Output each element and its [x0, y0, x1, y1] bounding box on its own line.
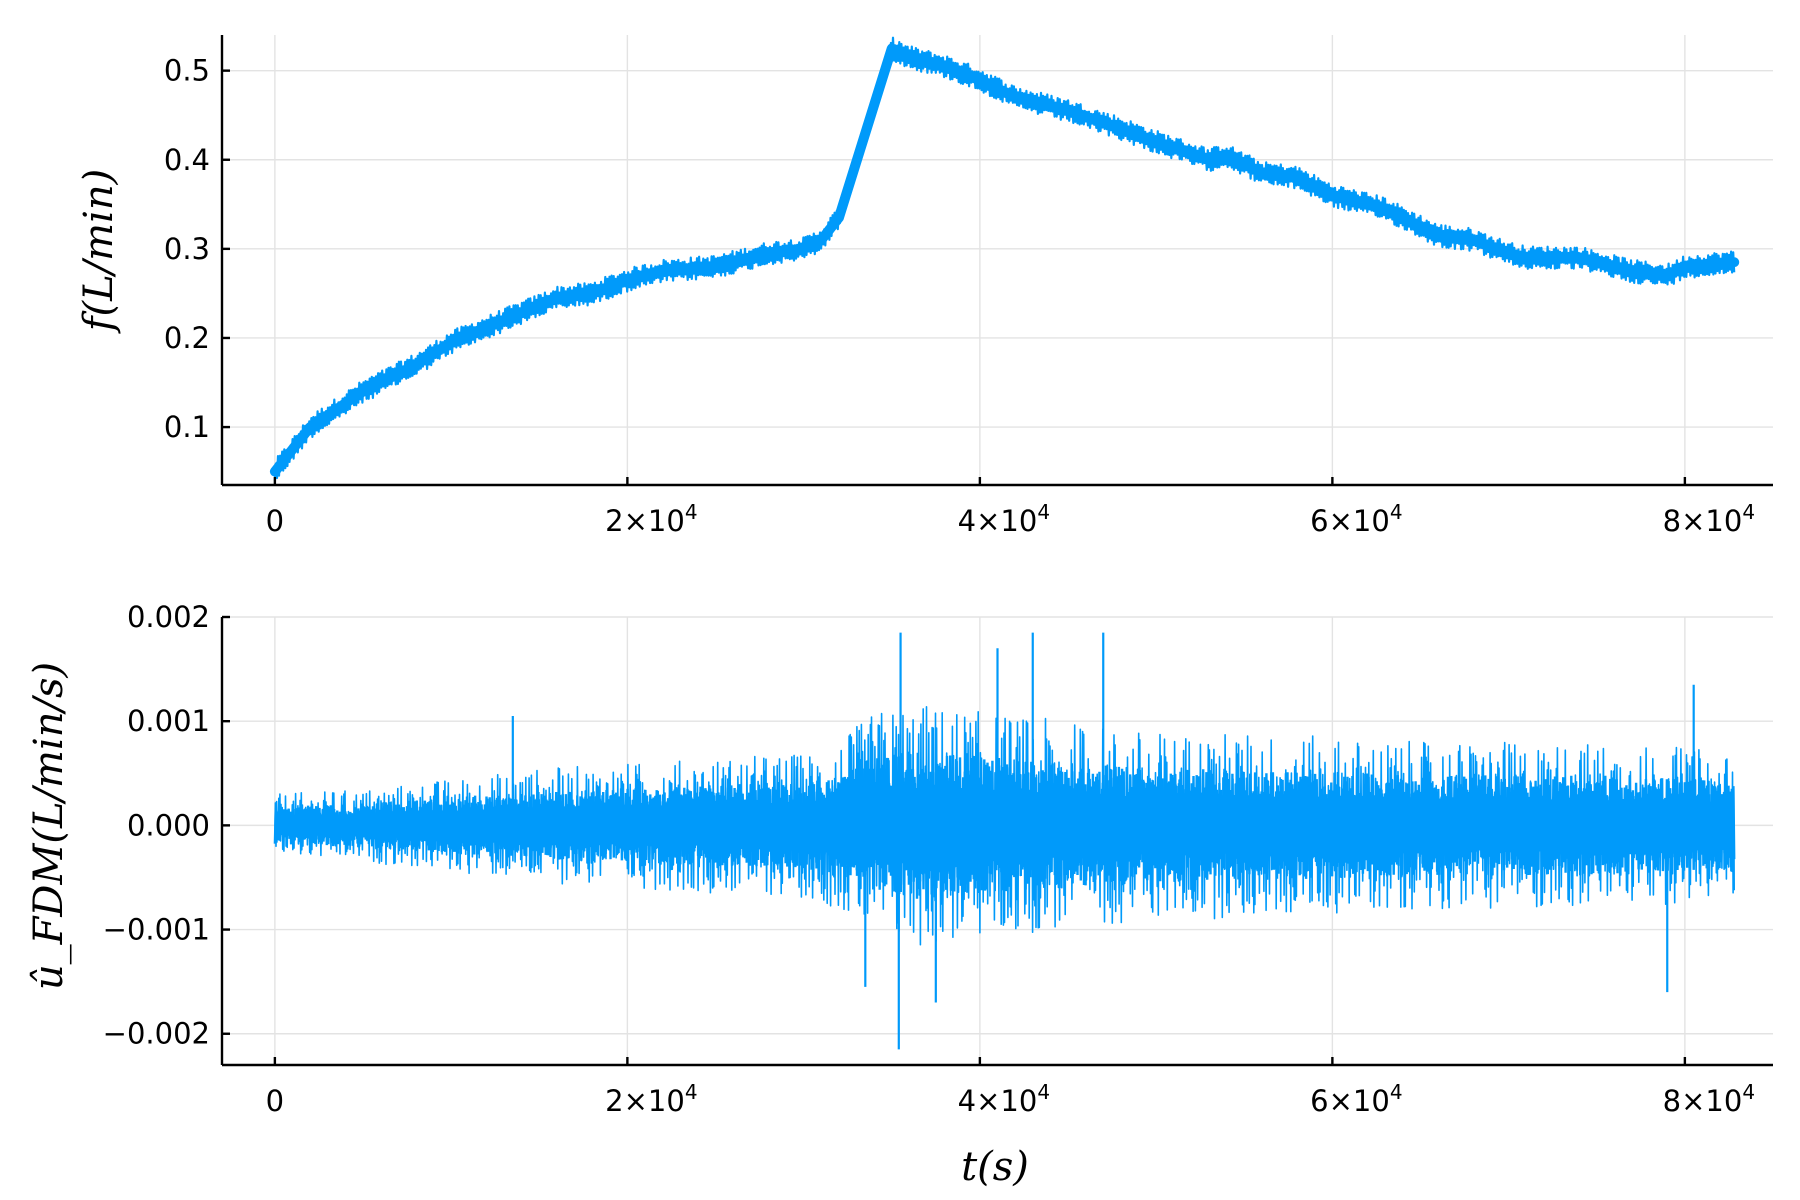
- top-tick-labels: 0 2×104 4×104 6×104 8×104 0.1 0.2 0.3 0.4 0.5: [164, 54, 1755, 538]
- y-tick-label: −0.002: [103, 1017, 210, 1051]
- x-tick-label: 6×104: [1310, 500, 1402, 538]
- x-tick-label: 0: [266, 1084, 284, 1118]
- bottom-axes: [220, 615, 1773, 1067]
- y-tick-label: 0.3: [164, 232, 210, 266]
- flow-series-line: [269, 43, 1740, 477]
- y-tick-label: 0.002: [127, 600, 210, 634]
- top-panel: 0 2×104 4×104 6×104 8×104 0.1 0.2 0.3 0.4 0.5 f(L…: [76, 35, 1773, 538]
- x-tick-label: 6×104: [1310, 1080, 1402, 1118]
- x-tick-label: 8×104: [1663, 1080, 1755, 1118]
- x-tick-label: 8×104: [1663, 500, 1755, 538]
- bottom-tick-labels: 0 2×104 4×104 6×104 8×104 −0.002 −0.001 0.000 0.…: [103, 600, 1755, 1118]
- x-tick-label: 4×104: [958, 1080, 1050, 1118]
- bottom-panel: 0 2×104 4×104 6×104 8×104 −0.002 −0.001 0.000 0.…: [26, 600, 1773, 1190]
- y-tick-label: 0.1: [164, 410, 210, 444]
- y-tick-label: 0.2: [164, 321, 210, 355]
- y-tick-label: 0.001: [127, 704, 210, 738]
- top-y-axis-label: f(L/min): [76, 169, 122, 335]
- x-tick-label: 0: [266, 504, 284, 538]
- derivative-core-band: [273, 751, 1736, 899]
- top-axes: [220, 35, 1773, 487]
- y-tick-label: −0.001: [103, 913, 210, 947]
- x-tick-label: 4×104: [958, 500, 1050, 538]
- bottom-series-derivative: [273, 632, 1736, 1050]
- bottom-y-axis-label: û_FDM(L/min/s): [26, 662, 72, 990]
- y-tick-label: 0.000: [127, 808, 210, 842]
- y-tick-label: 0.5: [164, 54, 210, 88]
- top-series-flow: [269, 36, 1740, 481]
- x-tick-label: 2×104: [605, 500, 697, 538]
- y-tick-label: 0.4: [164, 143, 210, 177]
- x-tick-label: 2×104: [605, 1080, 697, 1118]
- bottom-x-axis-label: t(s): [961, 1144, 1029, 1190]
